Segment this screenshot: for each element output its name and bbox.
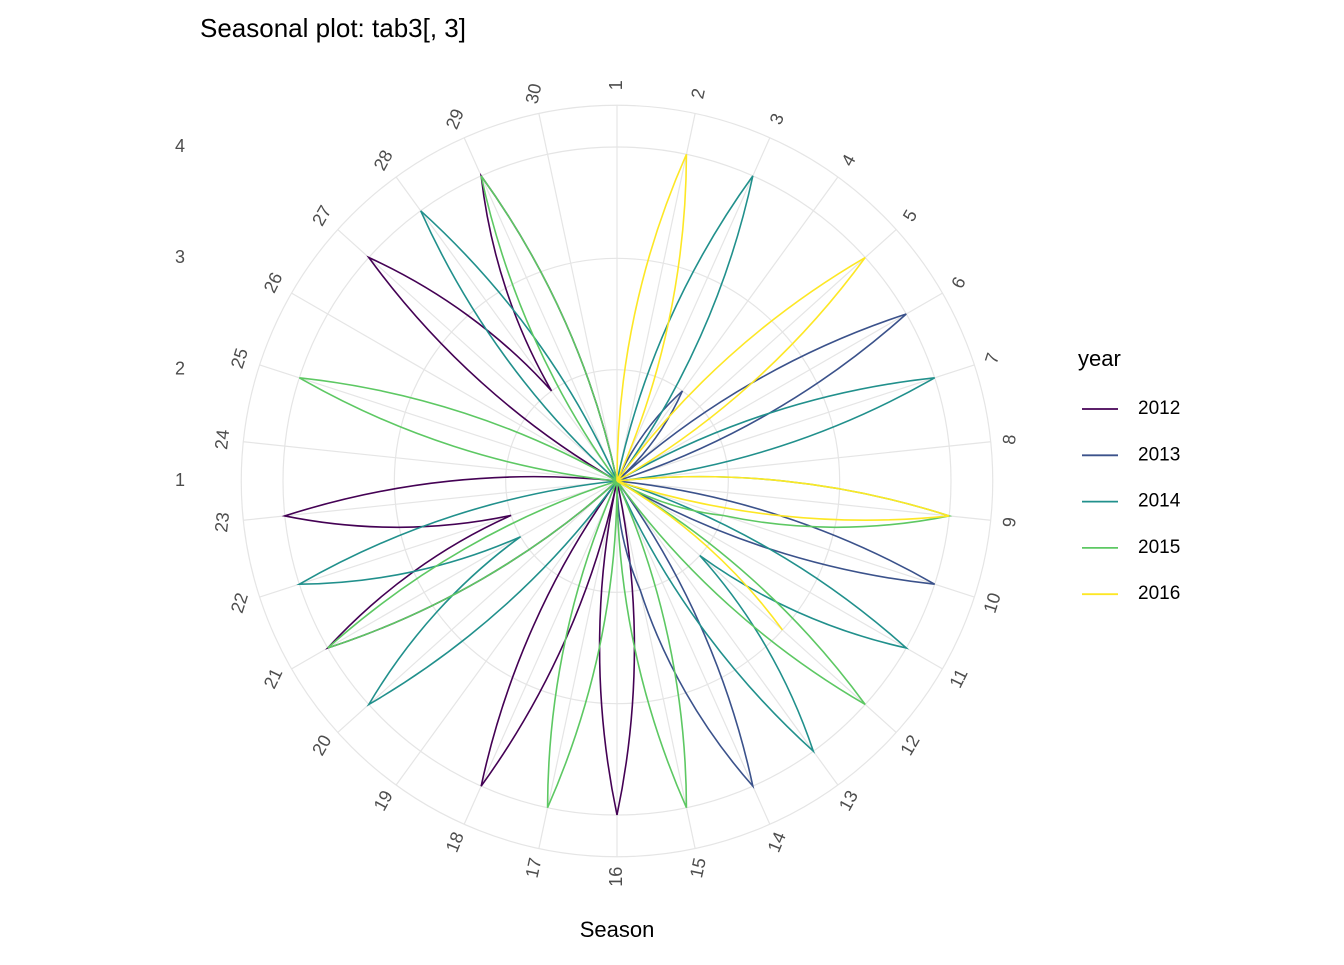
x-tick-label: 27 [308,202,335,229]
grid-spoke [291,292,618,482]
grid-spoke [463,137,618,482]
x-tick-label: 1 [606,80,626,90]
x-tick-label: 11 [946,666,972,692]
grid-spoke [616,480,943,670]
x-tick-label: 29 [442,106,468,132]
chart-title: Seasonal plot: tab3[, 3] [200,13,466,43]
grid-spoke [395,176,618,482]
grid-spoke [616,364,975,482]
y-tick-label: 1 [175,470,185,490]
series-line [616,153,950,631]
grid-spoke [616,441,991,482]
y-tick-label: 2 [175,358,185,378]
grid-spoke [616,480,897,733]
grid-spoke [243,480,618,521]
x-tick-label: 25 [227,346,252,371]
grid-spoke [538,113,618,482]
grid-spoke [616,480,975,598]
series-line [281,172,636,816]
grid-spoke [616,480,991,521]
x-tick-label: 3 [766,111,788,128]
x-tick-label: 6 [947,274,969,292]
x-tick-label: 19 [370,787,397,814]
x-tick-label: 28 [370,147,397,174]
x-tick-label: 13 [835,787,862,814]
x-tick-label: 4 [837,151,859,169]
grid-spoke [616,292,943,482]
x-tick-label: 7 [981,351,1003,367]
x-tick-label: 14 [764,829,790,855]
series-line [296,175,936,754]
grid-spoke [259,364,618,482]
x-tick-label: 17 [522,856,546,880]
grid-spoke [337,229,618,482]
grid-spoke [259,480,618,598]
grid-spoke [616,113,696,482]
grid-spoke [243,441,618,482]
grid-spoke [337,480,618,733]
x-tick-label: 5 [899,206,921,225]
grid-spoke [463,480,618,825]
x-tick-label: 22 [227,590,252,615]
x-tick-label: 15 [686,856,710,880]
legend-label: 2015 [1138,537,1180,558]
x-axis-label: Season [580,917,655,942]
x-tick-label: 30 [522,82,546,106]
legend-label: 2013 [1138,444,1180,465]
grid-spoke [395,480,618,786]
grid-spoke [616,480,696,849]
x-tick-label: 26 [260,269,287,296]
legend-title: year [1078,346,1121,371]
x-tick-label: 24 [211,428,233,450]
x-tick-label: 16 [606,867,626,887]
x-tick-label: 8 [999,433,1020,445]
legend-label: 2016 [1138,583,1180,604]
legend-label: 2012 [1138,398,1180,419]
x-tick-label: 21 [260,665,287,692]
legend-label: 2014 [1138,491,1181,512]
y-tick-label: 3 [175,247,185,267]
grid-spoke [616,229,897,482]
x-tick-label: 2 [687,87,709,101]
grid-spoke [538,480,618,849]
x-tick-label: 20 [308,732,335,759]
y-tick-label: 4 [175,136,185,156]
grid-spoke [616,480,771,825]
x-tick-label: 18 [442,829,468,855]
x-tick-label: 23 [211,511,233,533]
grid-spoke [616,137,771,482]
grid-spoke [291,480,618,670]
grid-spoke [616,480,839,786]
x-tick-label: 10 [980,590,1005,615]
x-tick-label: 12 [896,732,923,759]
x-tick-label: 9 [999,516,1020,528]
grid-spoke [616,176,839,482]
